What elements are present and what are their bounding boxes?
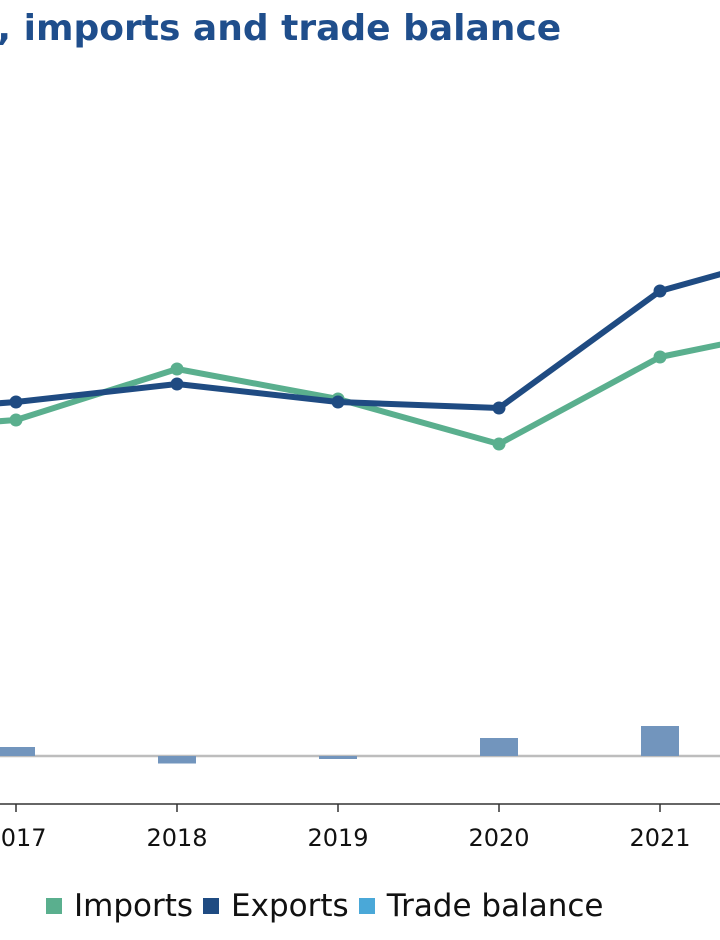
legend-item-exports: Exports — [203, 888, 349, 924]
imports-line — [0, 341, 720, 447]
x-tick-label-2020: 2020 — [468, 824, 529, 852]
exports-point-2019 — [331, 395, 345, 409]
exports-point-2018 — [170, 377, 184, 391]
imports-point-2021 — [653, 350, 667, 364]
trade-balance-bar-2017 — [0, 747, 35, 756]
trade-balance-bar-2020 — [480, 738, 518, 756]
legend-label-exports: Exports — [231, 888, 349, 924]
imports-point-2018 — [170, 362, 184, 376]
x-tick-label-2017: 2017 — [0, 824, 47, 852]
imports-point-2017 — [9, 413, 23, 427]
legend-item-imports: Imports — [46, 888, 193, 924]
x-tick-label-2021: 2021 — [629, 824, 690, 852]
legend-label-trade-balance: Trade balance — [386, 888, 604, 924]
trade-balance-swatch-icon — [358, 898, 375, 914]
series-lines — [0, 271, 720, 451]
legend: Imports Exports Trade balance — [46, 884, 603, 928]
trade-balance-bar-2019 — [319, 756, 357, 759]
exports-line — [0, 271, 720, 411]
exports-point-2021 — [653, 284, 667, 298]
exports-swatch-icon — [203, 898, 220, 914]
imports-point-2020 — [492, 437, 506, 451]
trade-balance-bar-2018 — [158, 756, 196, 764]
x-tick-label-2018: 2018 — [146, 824, 207, 852]
legend-label-imports: Imports — [74, 888, 194, 924]
x-tick-label-2019: 2019 — [307, 824, 368, 852]
chart-svg: 2017 2018 2019 2020 2021 — [0, 271, 720, 852]
trade-balance-bars — [0, 726, 679, 764]
legend-item-trade-balance: Trade balance — [358, 888, 604, 924]
chart-title: s, imports and trade balance — [0, 8, 562, 49]
trade-balance-bar-2021 — [641, 726, 679, 756]
imports-swatch-icon — [46, 898, 62, 914]
exports-point-2017 — [9, 395, 23, 409]
x-axis-ticks: 2017 2018 2019 2020 2021 — [0, 804, 691, 852]
exports-point-2020 — [492, 401, 506, 415]
